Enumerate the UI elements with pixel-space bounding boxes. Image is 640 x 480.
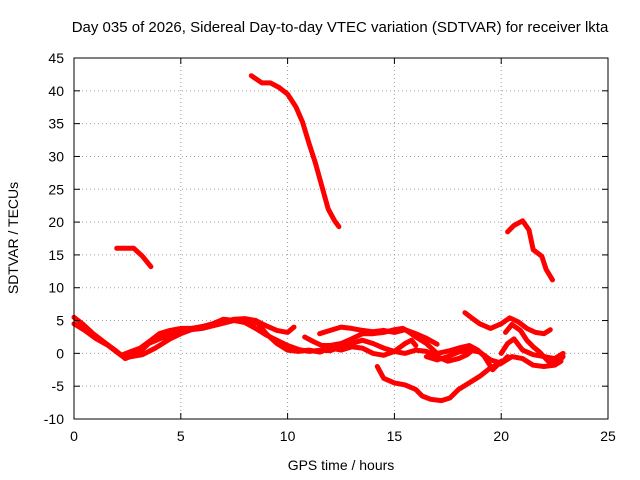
series-line-arc-15 bbox=[505, 218, 555, 283]
series-line-arc-14 bbox=[498, 336, 566, 362]
y-tick-label: 20 bbox=[48, 214, 64, 230]
series-line-arc-13 bbox=[503, 322, 566, 366]
series-line-arc-11 bbox=[434, 343, 504, 373]
y-tick-label: 0 bbox=[56, 345, 64, 361]
x-axis-label: GPS time / hours bbox=[288, 457, 395, 473]
y-tick-label: 10 bbox=[48, 280, 64, 296]
series-line-arc-6 bbox=[248, 73, 342, 230]
chart-title: Day 035 of 2026, Sidereal Day-to-day VTE… bbox=[72, 19, 609, 36]
x-tick-label: 0 bbox=[70, 428, 78, 444]
y-tick-label: 40 bbox=[48, 83, 64, 99]
y-axis-label: SDTVAR / TECUs bbox=[5, 182, 21, 294]
series-line-arc-8 bbox=[317, 324, 440, 347]
y-tick-label: 25 bbox=[48, 181, 64, 197]
y-tick-label: 45 bbox=[48, 50, 64, 66]
x-tick-label: 5 bbox=[177, 428, 185, 444]
y-tick-label: 35 bbox=[48, 116, 64, 132]
series-line-arc-10 bbox=[423, 347, 564, 369]
series-line-arc-5 bbox=[114, 245, 154, 270]
data-series bbox=[71, 73, 566, 404]
plot-frame bbox=[73, 57, 609, 420]
series-line-arc-4 bbox=[253, 318, 419, 358]
series-line-arc-12 bbox=[462, 310, 553, 337]
x-tick-label: 10 bbox=[280, 428, 296, 444]
y-tick-label: 5 bbox=[56, 313, 64, 329]
x-tick-label: 25 bbox=[600, 428, 616, 444]
y-tick-label: -10 bbox=[44, 411, 64, 427]
x-tick-label: 15 bbox=[387, 428, 403, 444]
y-tick-label: 15 bbox=[48, 247, 64, 263]
axis-ticks: 0 5 10 15 20 25 -10 -5 0 5 10 15 20 25 30 35 40 45 bbox=[44, 50, 616, 444]
series-line-arc-9 bbox=[374, 354, 511, 404]
x-tick-label: 20 bbox=[493, 428, 509, 444]
y-tick-label: 30 bbox=[48, 148, 64, 164]
grid bbox=[74, 58, 608, 419]
y-tick-label: -5 bbox=[52, 378, 65, 394]
